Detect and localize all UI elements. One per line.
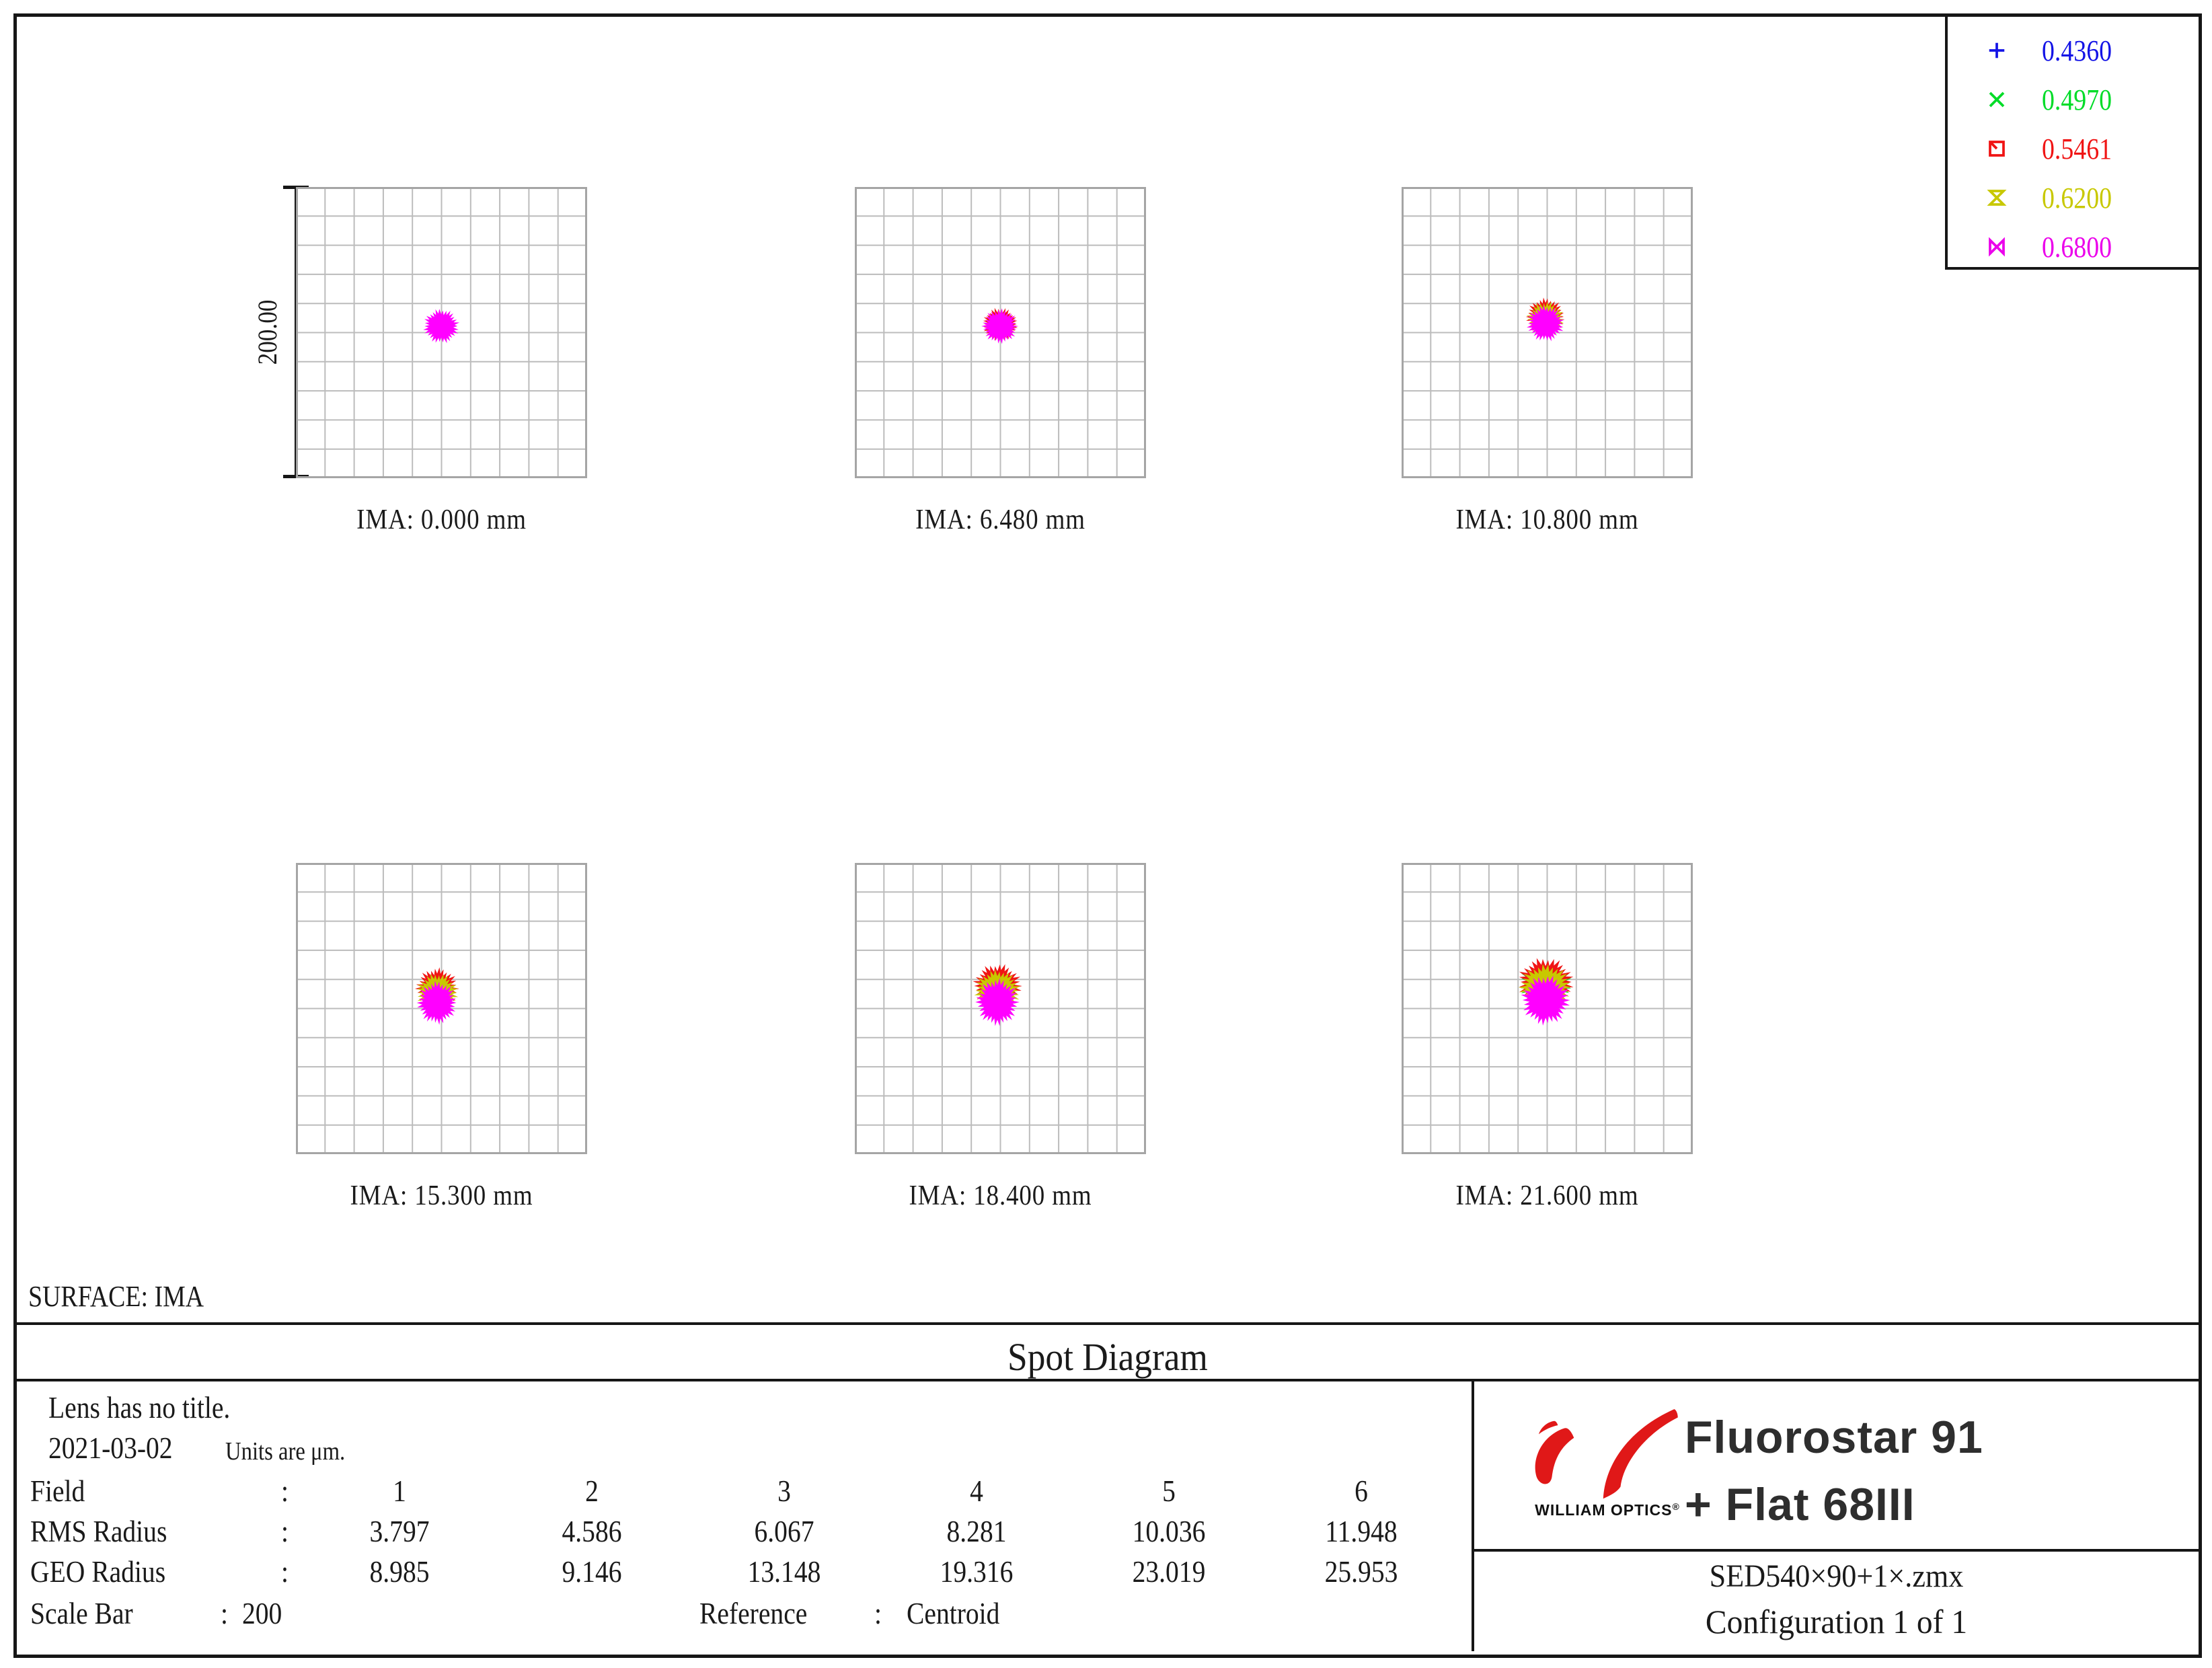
- spot-grid: [296, 863, 587, 1154]
- ima-label: IMA: 6.480 mm: [915, 504, 1085, 535]
- legend-entry: 0.4970: [1948, 75, 2199, 124]
- field-value-4: 4: [970, 1474, 983, 1508]
- reference-label: Reference: [699, 1596, 808, 1630]
- ima-label: IMA: 21.600 mm: [1455, 1180, 1639, 1211]
- ima-label: IMA: 15.300 mm: [350, 1180, 533, 1211]
- legend-wavelength-label: 0.6800: [2042, 230, 2112, 264]
- ima-label: IMA: 18.400 mm: [909, 1180, 1092, 1211]
- legend-entry: 0.5461: [1948, 124, 2199, 173]
- ima-label: IMA: 0.000 mm: [356, 504, 527, 535]
- configuration-label: Configuration 1 of 1: [1705, 1603, 1968, 1640]
- rms-value-5: 10.036: [1132, 1514, 1206, 1548]
- william-optics-logo: [1535, 1409, 1678, 1499]
- field-row-colon: :: [281, 1474, 289, 1508]
- geo-value-4: 19.316: [940, 1554, 1014, 1589]
- legend-wavelength-label: 0.4970: [2042, 83, 2112, 116]
- page-title: Spot Diagram: [1007, 1335, 1208, 1379]
- scale-bar-row-value: 200: [242, 1596, 282, 1630]
- field-value-2: 2: [585, 1474, 599, 1508]
- rms-row-colon: :: [281, 1514, 289, 1548]
- rms-value-4: 8.281: [946, 1514, 1007, 1548]
- field-grid-4: IMA: 15.300 mm: [296, 863, 587, 1212]
- spot-grid: [855, 187, 1146, 478]
- date-text: 2021-03-02: [48, 1431, 173, 1465]
- field-grid-3: IMA: 10.800 mm: [1402, 187, 1693, 536]
- brand-box-divider: [1474, 1549, 2199, 1552]
- scale-bar-value-label: 200.00: [252, 299, 282, 365]
- surface-label: SURFACE: IMA: [28, 1280, 204, 1313]
- spot-grid: [855, 863, 1146, 1154]
- ima-label: IMA: 10.800 mm: [1455, 504, 1639, 535]
- lens-title-text: Lens has no title.: [48, 1390, 231, 1425]
- geo-value-3: 13.148: [747, 1554, 821, 1589]
- hourglass-marker-icon: [1987, 190, 2007, 206]
- field-grid-2: IMA: 6.480 mm: [855, 187, 1146, 536]
- reference-value: Centroid: [907, 1596, 1000, 1630]
- product-name-line2: + Flat 68III: [1685, 1479, 1915, 1530]
- rms-row-label: RMS Radius: [30, 1514, 167, 1548]
- field-grid-1: IMA: 0.000 mm: [296, 187, 587, 536]
- square-marker-icon: [1989, 141, 2005, 157]
- field-value-3: 3: [777, 1474, 791, 1508]
- zmx-file-name: SED540×90+1×.zmx: [1709, 1558, 1964, 1594]
- field-value-6: 6: [1355, 1474, 1368, 1508]
- divider-below-title: [17, 1379, 2199, 1381]
- geo-row-colon: :: [281, 1554, 289, 1589]
- rms-value-2: 4.586: [562, 1514, 622, 1548]
- field-value-1: 1: [393, 1474, 406, 1508]
- spot-grid: [1402, 863, 1693, 1154]
- units-note: Units are μm.: [225, 1437, 346, 1466]
- legend-wavelength-label: 0.4360: [2042, 34, 2112, 67]
- scale-bar-row-label: Scale Bar: [30, 1596, 133, 1630]
- plus-marker-icon: [1989, 42, 2005, 59]
- rms-value-1: 3.797: [369, 1514, 430, 1548]
- legend-wavelength-label: 0.6200: [2042, 181, 2112, 215]
- registered-mark: ®: [1672, 1501, 1680, 1512]
- geo-value-2: 9.146: [562, 1554, 622, 1589]
- scale-bar-row-colon: :: [221, 1596, 228, 1630]
- geo-value-5: 23.019: [1132, 1554, 1206, 1589]
- legend-entry: 0.6200: [1948, 174, 2199, 222]
- field-value-5: 5: [1162, 1474, 1176, 1508]
- rms-value-6: 11.948: [1325, 1514, 1398, 1548]
- field-row-label: Field: [30, 1474, 85, 1508]
- legend-entry: 0.6800: [1948, 223, 2199, 271]
- wavelength-legend: 0.4360 0.4970 0.5461 0.6200 0.6800: [1945, 17, 2199, 270]
- bowtie-marker-icon: [1989, 237, 2005, 257]
- brand-name-text: WILLIAM OPTICS: [1535, 1501, 1673, 1519]
- legend-wavelength-label: 0.5461: [2042, 132, 2112, 165]
- william-optics-wordmark: WILLIAM OPTICS®: [1503, 1501, 1712, 1519]
- geo-row-label: GEO Radius: [30, 1554, 166, 1589]
- legend-entry: 0.4360: [1948, 26, 2199, 75]
- field-grid-6: IMA: 21.600 mm: [1402, 863, 1693, 1212]
- geo-value-1: 8.985: [369, 1554, 430, 1589]
- plot-frame: [13, 13, 2202, 1658]
- product-name-line1: Fluorostar 91: [1685, 1412, 1983, 1463]
- divider-above-title: [17, 1322, 2199, 1325]
- cross-marker-icon: [1989, 91, 2005, 108]
- rms-value-3: 6.067: [754, 1514, 814, 1548]
- spot-grid: [296, 187, 587, 478]
- table-brand-divider: [1472, 1379, 1474, 1651]
- field-grid-5: IMA: 18.400 mm: [855, 863, 1146, 1212]
- spot-grid: [1402, 187, 1693, 478]
- reference-colon: :: [874, 1596, 882, 1630]
- geo-value-6: 25.953: [1324, 1554, 1398, 1589]
